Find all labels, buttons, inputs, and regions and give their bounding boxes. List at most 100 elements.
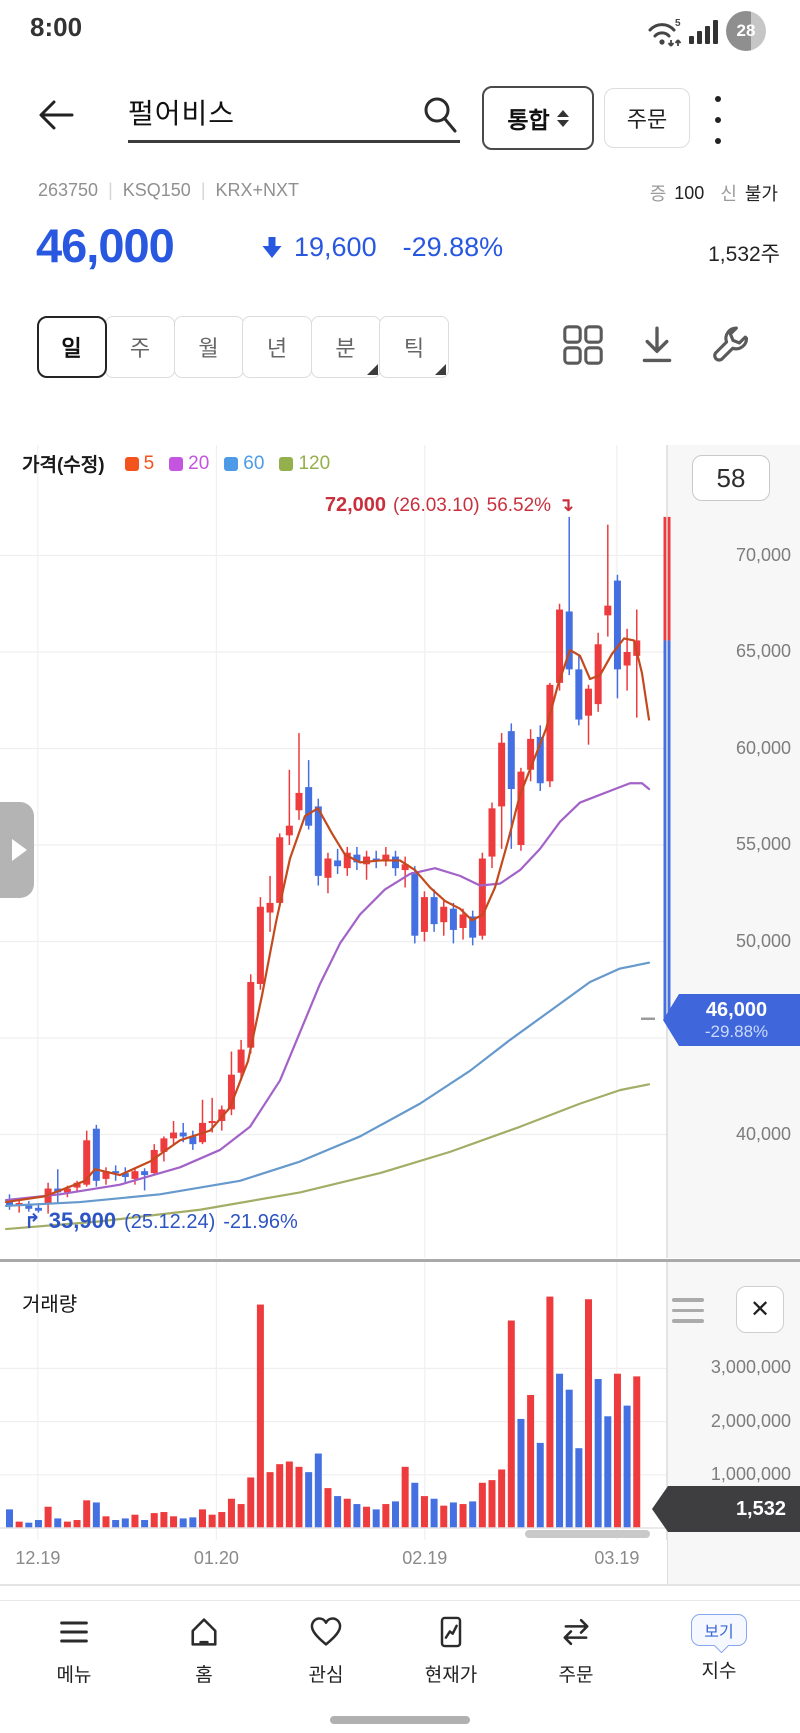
volume-scrollbar[interactable] — [525, 1530, 650, 1538]
legend-label: 20 — [188, 452, 210, 474]
legend-swatch-icon — [279, 456, 294, 471]
swap-icon — [563, 1618, 589, 1646]
low-arrow-icon: ↱ — [24, 1211, 41, 1233]
stock-index: KSQ150 — [122, 180, 191, 200]
drag-handle-icon[interactable] — [672, 1298, 704, 1323]
search-icon[interactable] — [420, 94, 460, 136]
high-annotation: 72,000 (26.03.10) 56.52% ↴ — [160, 494, 574, 517]
download-icon[interactable] — [636, 324, 678, 366]
nav-item-홈[interactable]: 홈 — [149, 1614, 259, 1687]
nav-item-현재가[interactable]: 현재가 — [396, 1614, 506, 1687]
current-volume-tag: 1,532 — [652, 1486, 800, 1532]
nav-label: 지수 — [701, 1661, 737, 1682]
stock-market: KRX+NXT — [215, 180, 300, 200]
status-time: 8:00 — [30, 12, 83, 42]
high-price: 72,000 — [324, 494, 386, 516]
stock-meta: 263750 | KSQ150 | KRX+NXT — [38, 180, 300, 200]
home-icon — [191, 1618, 217, 1646]
price-axis-label: 40,000 — [735, 1123, 791, 1144]
dropdown-corner-icon — [366, 364, 378, 375]
nav-label: 메뉴 — [56, 1665, 92, 1686]
x-axis-label: 02.19 — [402, 1548, 448, 1568]
margin-value: 100 — [674, 182, 705, 203]
more-menu-icon[interactable] — [706, 96, 730, 144]
signal-icon — [689, 20, 718, 44]
price-axis-label: 70,000 — [735, 544, 791, 565]
high-arrow-icon: ↴ — [558, 495, 574, 516]
close-volume-button[interactable]: ✕ — [736, 1286, 784, 1333]
view-badge[interactable]: 보기 — [691, 1614, 747, 1654]
tab-일[interactable]: 일 — [36, 316, 107, 378]
mode-select-button[interactable]: 통합 — [482, 86, 594, 150]
ma-legend-items: 5 20 60 120 — [124, 452, 330, 475]
legend-swatch-icon — [124, 456, 139, 471]
x-axis-strip — [0, 1540, 800, 1584]
tab-월[interactable]: 월 — [173, 316, 244, 378]
current-price: 46,000 — [36, 219, 175, 272]
legend-label: 120 — [298, 452, 331, 474]
low-percent: -21.96% — [223, 1211, 298, 1233]
badge-tail — [713, 1637, 730, 1654]
battery-icon: 28 — [726, 11, 766, 51]
tab-틱[interactable]: 틱 — [379, 316, 449, 378]
stock-search-input[interactable]: 펄어비스 — [128, 98, 236, 129]
back-icon[interactable] — [36, 96, 76, 134]
ma-legend-item[interactable]: 120 — [279, 453, 330, 475]
nav-item-메뉴[interactable]: 메뉴 — [19, 1614, 129, 1687]
margin-info: 증 100 신 불가 — [650, 180, 778, 206]
nav-label: 관심 — [308, 1665, 344, 1686]
ma-legend-item[interactable]: 5 — [124, 452, 155, 475]
nav-label: 홈 — [195, 1665, 213, 1686]
wrench-icon[interactable] — [708, 324, 752, 368]
bottom-nav — [0, 1600, 800, 1733]
change-amount: 19,600 — [294, 232, 377, 262]
wifi-icon: 5 — [648, 18, 682, 47]
current-price-tag: 46,000 -29.88% — [663, 994, 800, 1046]
svg-text:5: 5 — [675, 18, 681, 29]
search-underline — [128, 140, 460, 143]
legend-swatch-icon — [224, 456, 239, 471]
stock-code: 263750 — [38, 180, 99, 200]
heart-icon — [310, 1617, 342, 1646]
grid-layout-icon[interactable] — [562, 324, 604, 366]
price-chart[interactable] — [0, 445, 800, 1258]
credit-value: 불가 — [744, 184, 778, 204]
mode-select-label: 통합 — [507, 107, 550, 133]
order-button-label: 주문 — [626, 107, 668, 132]
down-arrow-icon — [262, 236, 282, 258]
sort-arrows-icon — [556, 109, 569, 127]
chart-title: 가격(수정) — [22, 455, 105, 476]
tab-년[interactable]: 년 — [242, 316, 312, 378]
volume-axis-label: 1,000,000 — [710, 1463, 791, 1484]
ma-legend-item[interactable]: 20 — [169, 453, 209, 475]
axis-panel-corner — [667, 1540, 800, 1584]
nav-label: 현재가 — [424, 1665, 478, 1686]
x-axis-label: 12.19 — [15, 1548, 61, 1568]
tab-분[interactable]: 분 — [310, 316, 381, 378]
volume-title: 거래량 — [22, 1294, 78, 1316]
chart-card-bottom-border — [0, 1584, 800, 1586]
section-divider[interactable] — [0, 1259, 800, 1262]
order-button[interactable]: 주문 — [604, 88, 690, 148]
price-axis-label: 60,000 — [735, 737, 791, 758]
nav-label: 주문 — [558, 1665, 594, 1686]
chart-legend: 가격(수정) 5 20 60 120 — [22, 450, 330, 477]
ma-legend-item[interactable]: 60 — [224, 453, 264, 475]
x-axis-label: 01.20 — [193, 1548, 239, 1568]
legend-label: 5 — [143, 452, 155, 474]
tag-percent: -29.88% — [704, 1021, 769, 1041]
side-panel-handle[interactable] — [0, 802, 34, 898]
candle-count-badge[interactable]: 58 — [692, 455, 770, 501]
nav-item-주문[interactable]: 주문 — [521, 1614, 631, 1687]
home-indicator[interactable] — [330, 1716, 470, 1724]
tag-price: 46,000 — [705, 998, 768, 1021]
tab-주[interactable]: 주 — [105, 316, 175, 378]
high-date: (26.03.10) — [393, 495, 480, 516]
volume-axis-label: 2,000,000 — [710, 1410, 791, 1431]
menu-icon — [60, 1621, 88, 1643]
nav-item-관심[interactable]: 관심 — [271, 1614, 381, 1687]
low-annotation: ↱ 35,900 (25.12.24) -21.96% — [24, 1208, 298, 1234]
